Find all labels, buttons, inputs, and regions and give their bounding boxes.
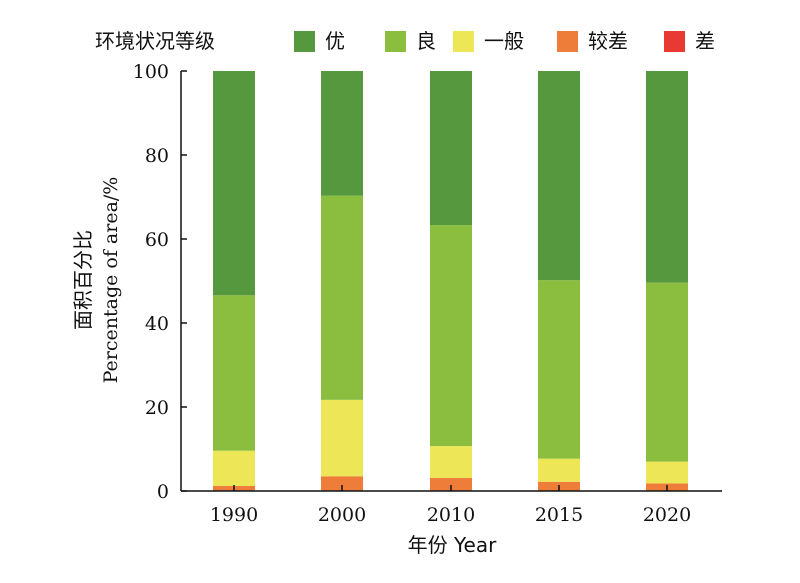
y-tick-label: 60 [145,229,169,251]
legend-swatch [664,31,685,52]
bar-segment [430,446,472,478]
bar-segment [430,477,472,491]
y-axis-title-en: Percentage of area/% [100,177,122,384]
bar-segment [538,458,580,482]
y-tick-label: 40 [145,313,169,335]
bar-segment [646,461,688,484]
bar-segment [430,71,472,226]
bar-segment [646,71,688,283]
bar-segment [430,225,472,447]
legend-swatch [385,31,406,52]
x-axis-title: 年份 Year [408,533,497,557]
y-tick-label: 100 [133,61,169,83]
y-axis-title-cn: 面积百分比 [71,230,95,330]
bar-segment [321,399,363,477]
x-tick-label: 2015 [535,504,583,526]
bar-segment [321,71,363,196]
bar-segment [646,282,688,462]
bar-segment [213,450,255,486]
x-tick-label: 2020 [643,504,691,526]
legend-swatch [557,31,578,52]
bar-segment [213,71,255,296]
legend-label: 良 [416,29,436,53]
x-tick-label: 2000 [318,504,366,526]
legend-label: 较差 [588,29,628,53]
x-tick-label: 2010 [427,504,475,526]
bar-segment [538,71,580,281]
bar-segment [321,195,363,400]
bar-segment [538,280,580,459]
bar-segment [213,295,255,451]
legend-swatch [294,31,315,52]
legend-label: 差 [695,29,715,53]
y-tick-label: 80 [145,145,169,167]
x-tick-label: 1990 [210,504,258,526]
legend-label: 优 [325,29,345,53]
y-tick-label: 0 [157,481,169,503]
y-tick-label: 20 [145,397,169,419]
legend-label: 一般 [484,29,524,53]
legend: 环境状况等级 优 良 一般 较差 差 [95,29,715,53]
axes: 0 20 40 60 80 100 1990 2000 2010 2015 2020 [133,61,722,526]
legend-swatch [453,31,474,52]
bars [213,71,688,491]
bar-segment [321,476,363,491]
legend-title: 环境状况等级 [95,29,215,53]
